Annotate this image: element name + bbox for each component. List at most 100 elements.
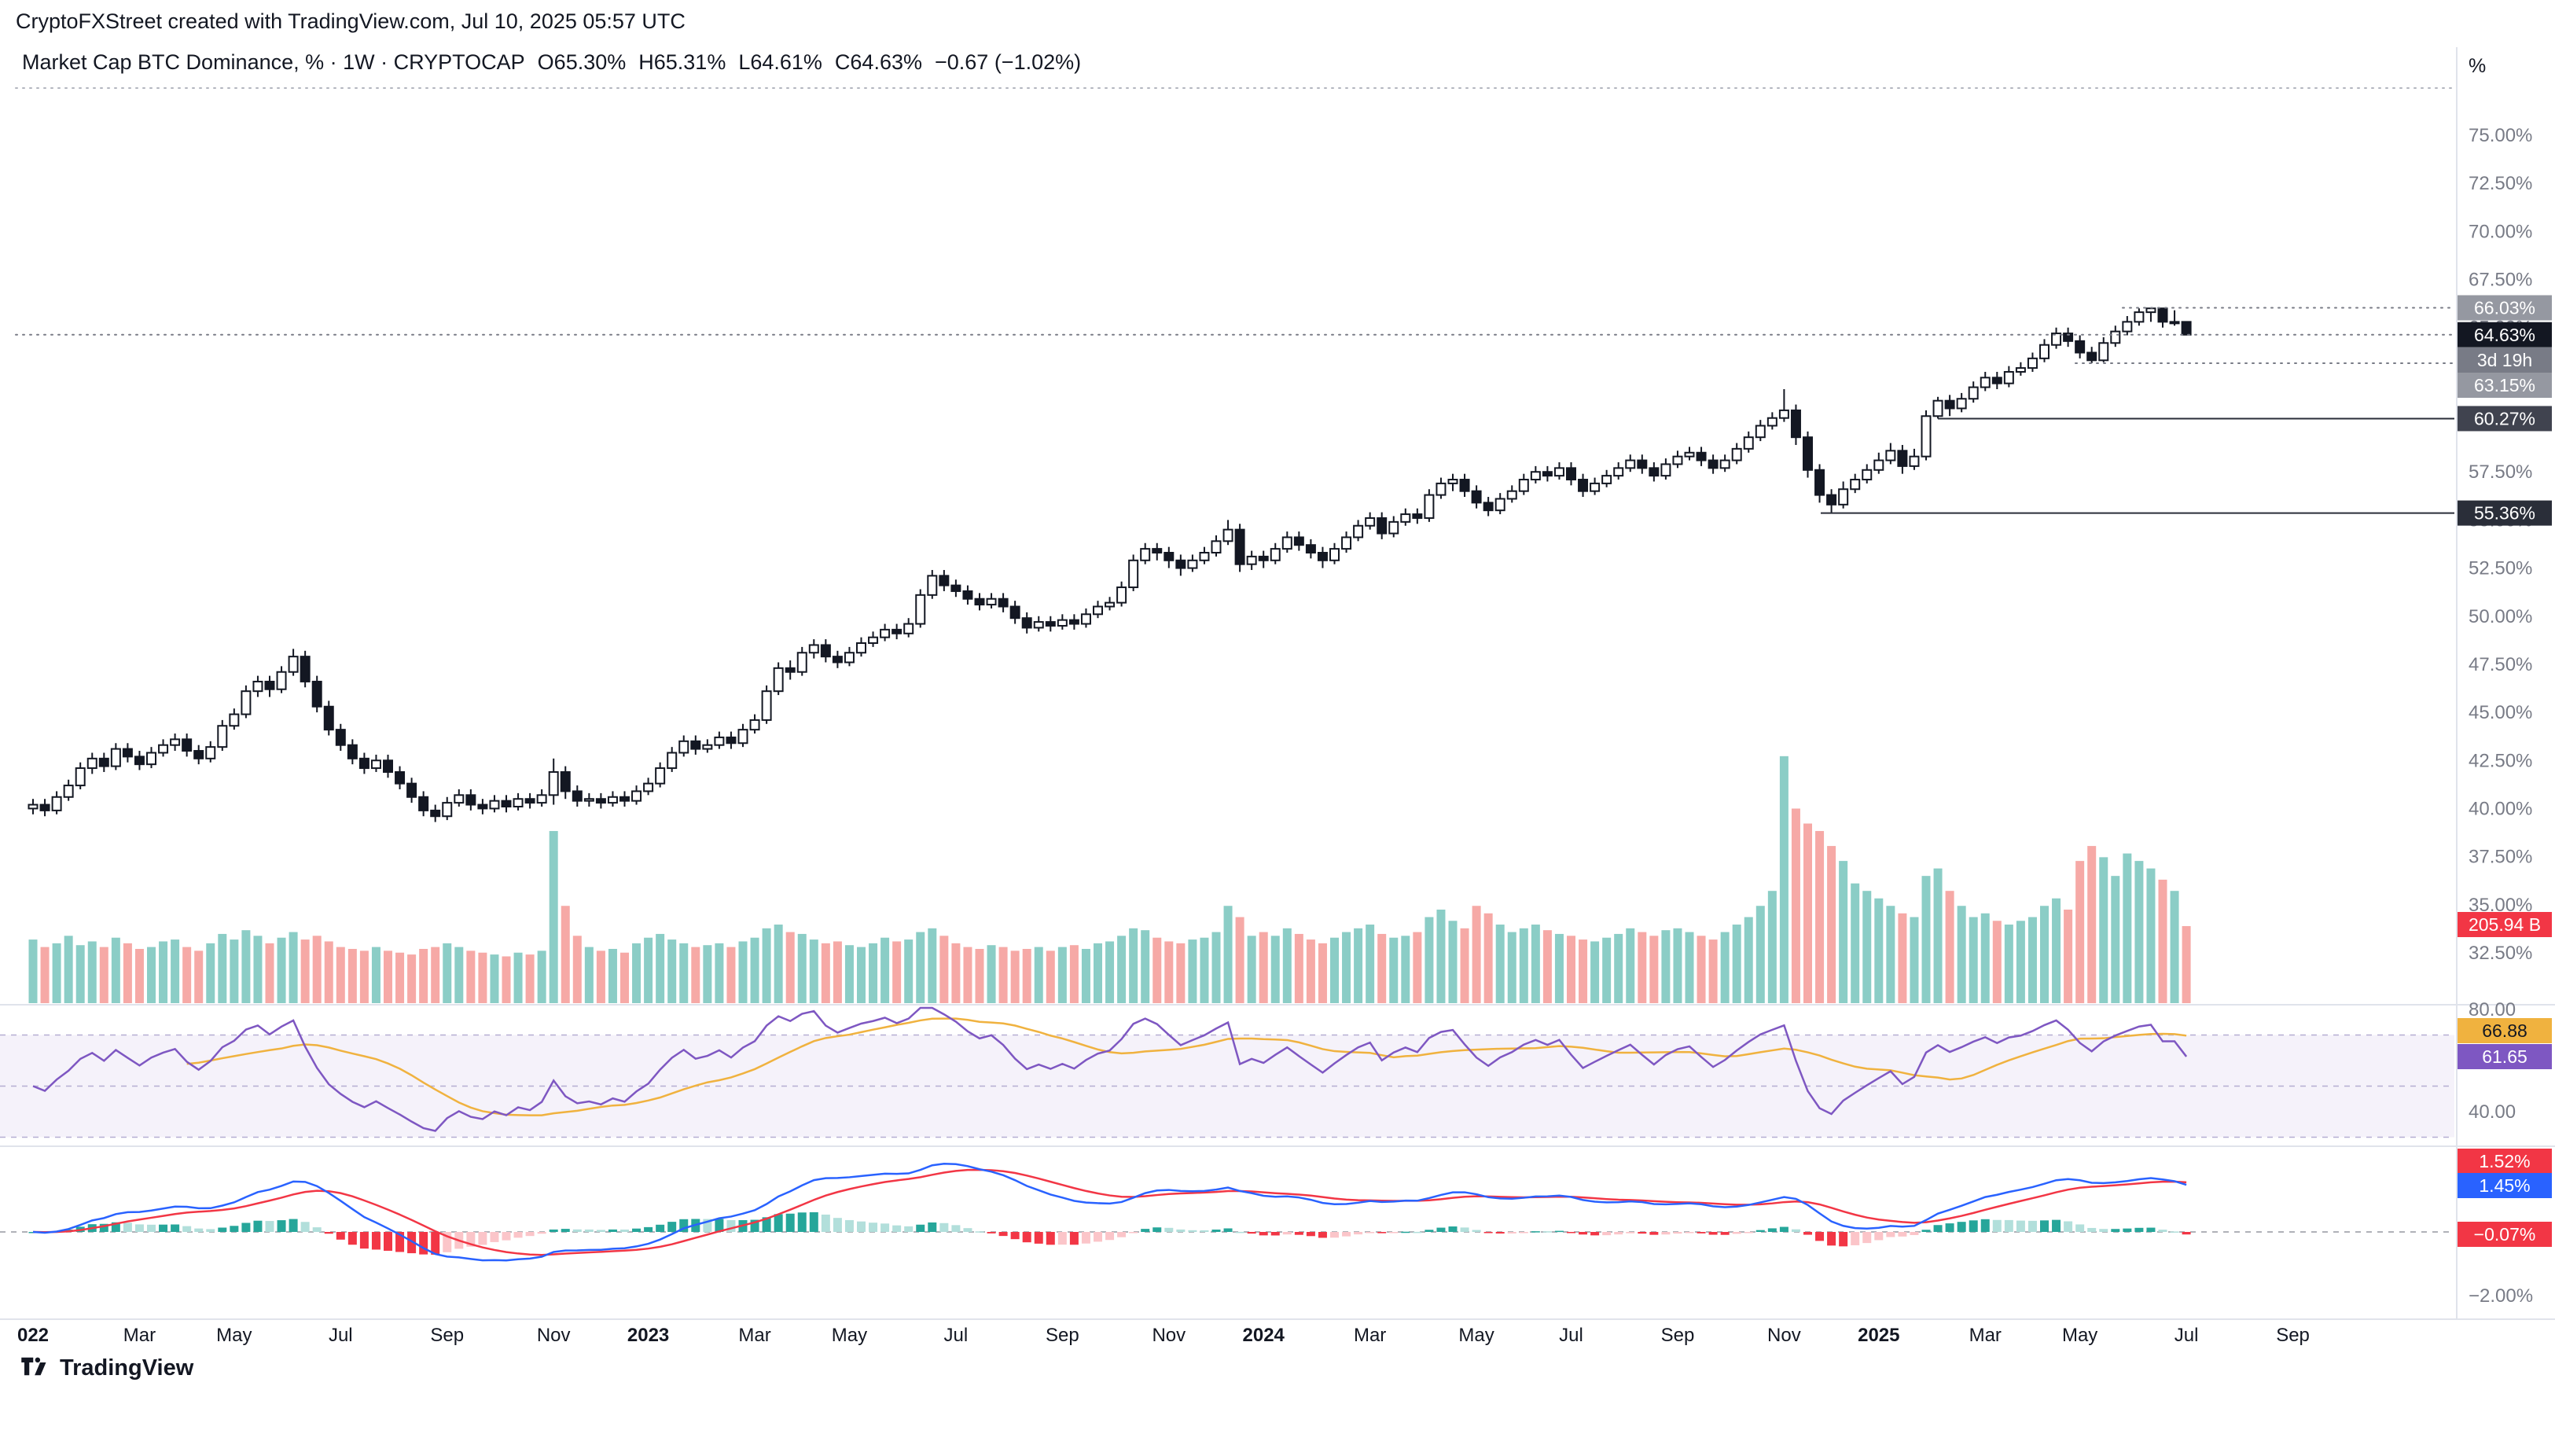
- volume-layer: [28, 756, 2191, 1003]
- candle-up: [217, 725, 228, 748]
- candle-down: [430, 809, 441, 818]
- macd-histogram-bar: [1755, 1230, 1765, 1232]
- axis-badge: 3d 19h: [2458, 347, 2552, 373]
- svg-text:52.50%: 52.50%: [2469, 558, 2532, 579]
- svg-text:−2.00%: −2.00%: [2469, 1285, 2533, 1307]
- svg-text:1.45%: 1.45%: [2479, 1175, 2530, 1196]
- volume-bar: [1933, 868, 1943, 1003]
- volume-bar: [359, 950, 369, 1003]
- candle-down: [2086, 351, 2097, 362]
- macd-histogram-bar: [1247, 1232, 1256, 1234]
- volume-bar: [1235, 917, 1244, 1003]
- volume-bar: [620, 952, 629, 1003]
- volume-bar: [1708, 939, 1718, 1003]
- volume-bar: [1661, 930, 1671, 1003]
- candle-down: [1826, 494, 1837, 506]
- candle-down: [1944, 399, 1955, 410]
- macd-histogram-bar: [1282, 1232, 1292, 1235]
- macd-histogram-bar: [1744, 1232, 1753, 1234]
- macd-histogram-bar: [1483, 1232, 1493, 1234]
- candle-down: [501, 800, 512, 808]
- volume-bar: [963, 947, 972, 1003]
- macd-histogram-bar: [1377, 1232, 1387, 1234]
- chart-legend: Market Cap BTC Dominance, % · 1W · CRYPT…: [22, 50, 1081, 75]
- candle-up: [252, 680, 263, 693]
- volume-bar: [1306, 939, 1315, 1003]
- candle-up: [655, 767, 666, 785]
- svg-text:1.52%: 1.52%: [2479, 1151, 2530, 1171]
- volume-bar: [1886, 906, 1895, 1003]
- macd-histogram-bar: [608, 1229, 617, 1232]
- candle-down: [300, 656, 311, 682]
- volume-bar: [1460, 928, 1469, 1003]
- macd-histogram-bar: [1034, 1232, 1043, 1244]
- macd-histogram-bar: [2004, 1219, 2013, 1232]
- candle-up: [2145, 307, 2156, 314]
- price-axis[interactable]: 75.00%72.50%70.00%67.50%65.00%62.50%60.0…: [2469, 55, 2533, 1307]
- svg-text:Jul: Jul: [1559, 1325, 1583, 1346]
- volume-bar: [513, 952, 523, 1003]
- candle-up: [1353, 524, 1364, 539]
- volume-bar: [253, 936, 263, 1003]
- svg-text:80.00: 80.00: [2469, 999, 2516, 1020]
- volume-bar: [277, 937, 286, 1003]
- svg-text:57.50%: 57.50%: [2469, 461, 2532, 483]
- macd-histogram-bar: [667, 1222, 677, 1232]
- candle-down: [560, 770, 571, 792]
- macd-histogram-bar: [1614, 1232, 1623, 1235]
- candle-up: [63, 785, 74, 798]
- candle-down: [1068, 619, 1079, 625]
- macd-histogram-bar: [1211, 1229, 1221, 1232]
- volume-bar: [1425, 917, 1434, 1003]
- macd-histogram-bar: [253, 1220, 263, 1232]
- macd-histogram-bar: [774, 1214, 783, 1232]
- time-axis[interactable]: 022 Mar May Jul Sep Nov 2023 Mar May Jul Sep Nov 202…: [17, 1325, 2310, 1346]
- candle-up: [796, 652, 807, 673]
- macd-histogram-bar: [265, 1221, 274, 1232]
- svg-text:Sep: Sep: [1661, 1325, 1695, 1346]
- macd-histogram-bar: [194, 1228, 204, 1232]
- volume-bar: [75, 945, 85, 1003]
- svg-text:40.00%: 40.00%: [2469, 798, 2532, 819]
- candle-up: [442, 802, 453, 818]
- macd-histogram-bar: [1057, 1232, 1067, 1245]
- candle-up: [2003, 370, 2014, 384]
- volume-bar: [2064, 910, 2073, 1003]
- macd-histogram-bar: [596, 1230, 605, 1232]
- candle-up: [1838, 488, 1849, 506]
- macd-histogram-bar: [407, 1232, 417, 1254]
- volume-bar: [1649, 936, 1659, 1003]
- candle-up: [903, 623, 914, 634]
- macd-histogram-bar: [1910, 1232, 1919, 1235]
- volume-bar: [1448, 921, 1458, 1003]
- candle-up: [1222, 528, 1233, 542]
- axis-badge: 66.03%: [2458, 295, 2552, 321]
- volume-bar: [679, 943, 689, 1003]
- macd-histogram-bar: [1046, 1232, 1055, 1245]
- candle-up: [1530, 471, 1541, 481]
- candle-down: [1637, 459, 1648, 469]
- volume-bar: [596, 950, 605, 1003]
- macd-histogram-bar: [1401, 1231, 1410, 1234]
- candle-down: [1377, 517, 1388, 535]
- volume-bar: [1495, 925, 1505, 1003]
- macd-histogram-bar: [1141, 1229, 1150, 1232]
- candle-up: [2169, 321, 2180, 325]
- volume-bar: [384, 950, 392, 1003]
- volume-bar: [99, 947, 108, 1003]
- macd-histogram-bar: [1921, 1230, 1931, 1232]
- macd-histogram-bar: [2123, 1228, 2132, 1232]
- macd-histogram-bar: [1542, 1231, 1552, 1233]
- candle-down: [832, 656, 843, 664]
- svg-text:3d 19h: 3d 19h: [2477, 350, 2532, 370]
- macd-histogram-bar: [1354, 1232, 1363, 1235]
- macd-histogram-bar: [182, 1226, 192, 1232]
- candle-up: [986, 597, 997, 606]
- volume-bar: [1779, 756, 1788, 1003]
- candle-up: [702, 744, 713, 750]
- macd-histogram-bar: [490, 1232, 499, 1242]
- candle-down: [619, 796, 630, 802]
- volume-bar: [2004, 925, 2013, 1003]
- macd-histogram-bar: [1661, 1232, 1671, 1235]
